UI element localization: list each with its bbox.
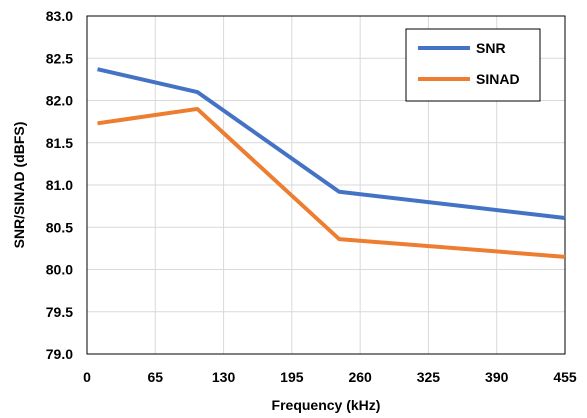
y-tick-label: 79.0: [46, 346, 73, 362]
series-lines: [97, 67, 566, 259]
x-tick-label: 195: [280, 369, 304, 385]
y-axis-title: SNR/SINAD (dBFS): [11, 122, 27, 249]
x-tick-labels: 0 65 130 195 260 325 390 455: [83, 369, 577, 385]
series-line-snr: [97, 67, 566, 220]
x-axis-title: Frequency (kHz): [272, 397, 381, 413]
legend-box: [405, 28, 541, 102]
plot-area: [86, 15, 566, 355]
legend-label-snr: SNR: [476, 40, 506, 56]
x-tick-label: 455: [553, 369, 577, 385]
y-tick-label: 80.0: [46, 262, 73, 278]
y-tick-label: 81.0: [46, 177, 73, 193]
x-tick-label: 260: [348, 369, 372, 385]
legend-label-sinad: SINAD: [476, 71, 520, 87]
y-tick-label: 82.5: [46, 50, 73, 66]
x-tick-label: 130: [212, 369, 236, 385]
y-tick-label: 79.5: [46, 304, 73, 320]
y-tick-label: 82.0: [46, 93, 73, 109]
x-tick-label: 325: [417, 369, 441, 385]
x-tick-label: 0: [83, 369, 91, 385]
y-tick-label: 80.5: [46, 219, 73, 235]
x-tick-label: 65: [147, 369, 163, 385]
y-tick-label: 83.0: [46, 8, 73, 24]
y-tick-label: 81.5: [46, 135, 73, 151]
y-tick-labels: 79.0 79.5 80.0 80.5 81.0 81.5 82.0 82.5 83.0: [46, 8, 73, 362]
legend: SNR SINAD: [405, 28, 541, 102]
series-line-sinad: [97, 106, 566, 259]
x-tick-label: 390: [485, 369, 509, 385]
